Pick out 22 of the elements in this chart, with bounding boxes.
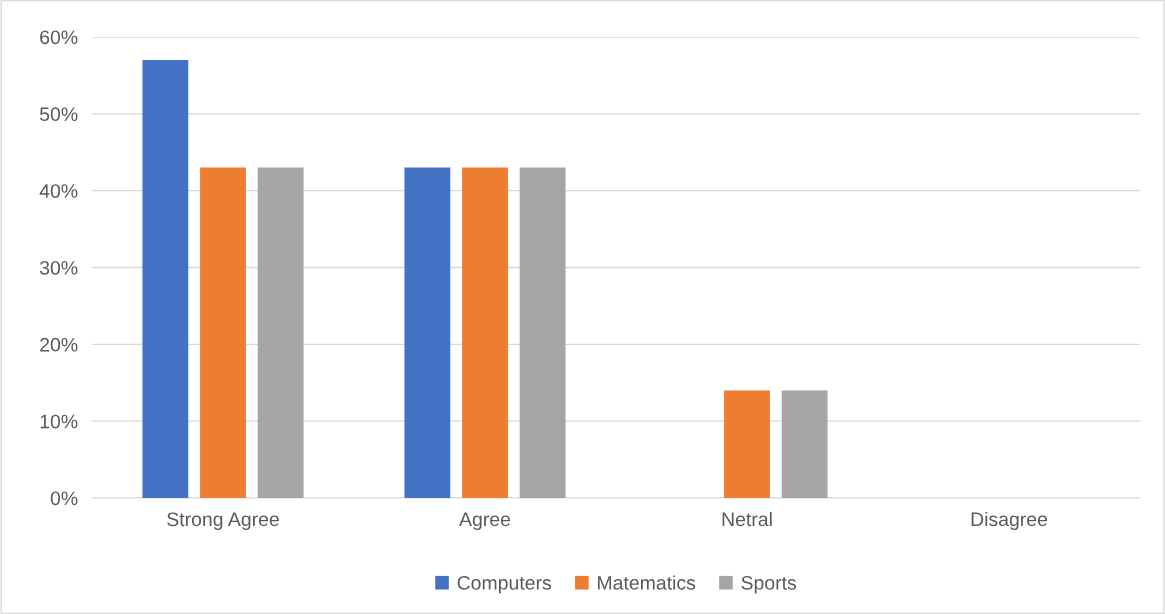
x-tick-label: Strong Agree <box>167 512 279 531</box>
y-tick-label: 40% <box>39 184 78 198</box>
y-tick-label: 20% <box>40 337 78 352</box>
x-tick-label: Disagree <box>971 511 1048 531</box>
bar <box>781 390 828 498</box>
y-tick-label: 50% <box>39 107 78 122</box>
x-tick-label: Netral <box>722 511 772 527</box>
x-tick-label: Agree <box>459 512 511 531</box>
bar <box>724 390 770 498</box>
bar <box>519 167 566 498</box>
legend-label: Sports <box>741 575 797 594</box>
bar <box>462 167 508 498</box>
bar <box>404 167 451 498</box>
bar <box>142 60 189 498</box>
legend-label: Computers <box>457 575 552 594</box>
bar <box>257 167 304 498</box>
y-tick-label: 0% <box>50 491 78 506</box>
y-tick-label: 30% <box>39 260 78 275</box>
bar <box>200 167 246 498</box>
y-tick-label: 10% <box>40 414 78 429</box>
legend-label: Matematics <box>598 575 696 590</box>
y-tick-label: 60% <box>40 30 78 45</box>
